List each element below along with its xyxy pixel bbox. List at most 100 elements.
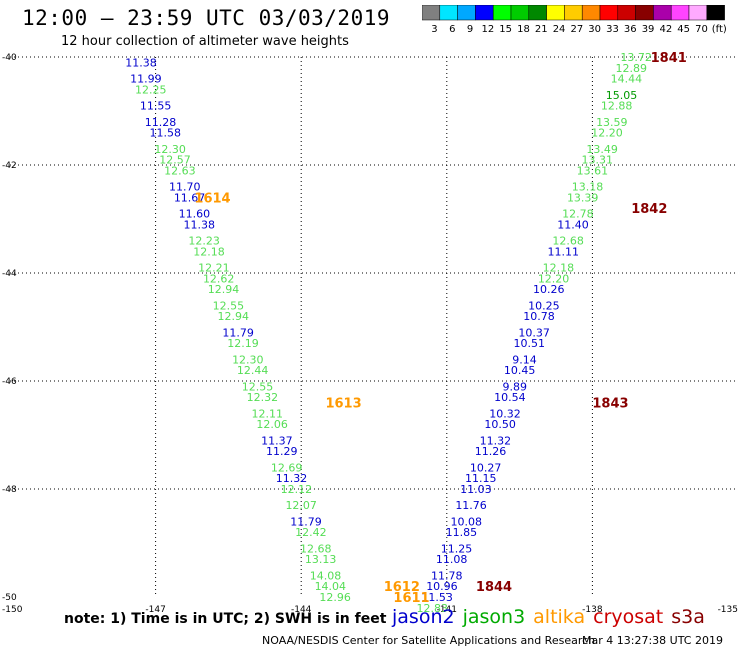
- wave-height-value: 12.55: [242, 380, 274, 393]
- y-tick-label: -40: [2, 53, 17, 63]
- wave-height-value: 11.79: [222, 326, 254, 339]
- colorbar-swatch: [706, 5, 725, 21]
- colorbar-label: 9: [467, 24, 473, 35]
- wave-height-value: 15.05: [606, 89, 638, 102]
- wave-height-value: 11.79: [290, 515, 322, 528]
- x-tick-label: -147: [145, 605, 165, 615]
- wave-height-value: 12.21: [198, 262, 230, 275]
- track-label: 1613: [325, 397, 361, 412]
- wave-height-value: 10.26: [533, 283, 565, 296]
- wave-height-value: 14.08: [310, 569, 342, 582]
- wave-height-value: 12.78: [562, 208, 594, 221]
- wave-height-value: 12.07: [285, 499, 317, 512]
- track-label: 1841: [651, 51, 687, 66]
- wave-height-value: 11.55: [140, 100, 172, 113]
- wave-height-value: 9.14: [512, 353, 537, 366]
- wave-height-value: 13.72: [620, 51, 652, 64]
- track-label: 1844: [476, 580, 512, 595]
- colorbar-label: 33: [606, 24, 619, 35]
- wave-height-value: 11.11: [548, 245, 580, 258]
- wave-height-value: 10.78: [523, 310, 555, 323]
- wave-height-value: 12.20: [591, 127, 623, 140]
- wave-height-value: 11.85: [446, 526, 478, 539]
- wave-height-value: 12.94: [218, 310, 250, 323]
- colorbar-label: 27: [570, 24, 583, 35]
- wave-height-value: 10.54: [494, 391, 526, 404]
- y-tick-label: -46: [2, 377, 17, 387]
- wave-height-value: 12.68: [552, 235, 584, 248]
- legend-entry-cryosat: cryosat: [593, 606, 664, 628]
- wave-height-value: 10.50: [484, 418, 516, 431]
- wave-height-value: 10.25: [528, 299, 560, 312]
- wave-height-value: 11.60: [179, 208, 211, 221]
- wave-height-value: 12.18: [193, 245, 225, 258]
- wave-height-value: 12.62: [203, 272, 235, 285]
- wave-height-value: 11.25: [441, 542, 473, 555]
- wave-height-value: 12.44: [237, 364, 269, 377]
- colorbar-label: 45: [677, 24, 690, 35]
- wave-height-value: 13.39: [567, 191, 599, 204]
- wave-height-value: 12.57: [159, 154, 191, 167]
- wave-height-value: 12.94: [208, 283, 240, 296]
- y-tick-label: -42: [2, 161, 17, 171]
- wave-height-value: 11.29: [266, 445, 298, 458]
- chart-subtitle: 12 hour collection of altimeter wave hei…: [61, 34, 349, 49]
- track-label: 1843: [592, 397, 628, 412]
- wave-height-value: 11.78: [431, 569, 463, 582]
- wave-height-value: 12.12: [281, 483, 313, 496]
- wave-height-value: 12.68: [300, 542, 332, 555]
- wave-height-value: 11.37: [261, 434, 293, 447]
- colorbar-label: (ft): [712, 24, 727, 35]
- x-tick-label: -138: [582, 605, 603, 615]
- wave-height-value: 11.76: [455, 499, 487, 512]
- wave-height-value: 12.11: [251, 407, 283, 420]
- wave-height-value: 11.08: [436, 553, 468, 566]
- wave-height-value: 12.23: [188, 235, 220, 248]
- wave-height-value: 12.55: [213, 299, 245, 312]
- colorbar-label: 18: [517, 24, 530, 35]
- wave-height-value: 12.88: [601, 100, 633, 113]
- wave-height-value: 10.45: [504, 364, 536, 377]
- satellite-legend: jason2 jason3 altika cryosat s3a: [392, 606, 713, 628]
- wave-height-value: 11.99: [130, 73, 162, 86]
- wave-height-value: 13.61: [577, 164, 609, 177]
- x-tick-label: -150: [2, 605, 23, 615]
- wave-height-value: 12.30: [154, 143, 186, 156]
- track-label: 1611: [393, 591, 429, 606]
- wave-height-value: 13.18: [572, 181, 604, 194]
- colorbar-label: 15: [499, 24, 512, 35]
- wave-height-value: 12.42: [295, 526, 327, 539]
- wave-height-value: 11.40: [557, 218, 589, 231]
- chart-title: 12:00 — 23:59 UTC 03/03/2019: [22, 6, 391, 30]
- legend-entry-s3a: s3a: [671, 606, 705, 628]
- wave-height-value: 12.30: [232, 353, 264, 366]
- colorbar-label: 42: [659, 24, 672, 35]
- colorbar-label: 3: [431, 24, 437, 35]
- footer-note: note: 1) Time is in UTC; 2) SWH is in fe…: [64, 611, 387, 627]
- wave-height-value: 11.70: [169, 181, 201, 194]
- wave-height-value: 13.49: [586, 143, 618, 156]
- wave-height-value: 12.19: [227, 337, 259, 350]
- x-tick-label: -135: [718, 605, 738, 615]
- legend-entry-jason3: jason3: [462, 606, 526, 628]
- color-scale-bar: 3 6 9 12 15 18 21 24 27 30 33 36 39 42 45 70 (ft): [422, 5, 727, 35]
- wave-height-value: 13.13: [305, 553, 337, 566]
- wave-height-value: 10.27: [470, 461, 502, 474]
- track-label: 1614: [194, 191, 230, 206]
- track-label: 1612: [384, 580, 420, 595]
- wave-height-value: 12.06: [256, 418, 288, 431]
- wave-height-value: 12.69: [271, 461, 303, 474]
- wave-height-value: 11.03: [460, 483, 492, 496]
- footer-timestamp: Mar 4 13:27:38 UTC 2019: [582, 634, 723, 647]
- wave-height-value: 11.32: [480, 434, 512, 447]
- wave-height-value: 14.44: [611, 73, 643, 86]
- wave-height-value: 10.96: [426, 580, 458, 593]
- colorbar-label: 24: [553, 24, 566, 35]
- colorbar-label: 6: [449, 24, 455, 35]
- wave-height-value: 13.59: [596, 116, 628, 129]
- wave-height-value: 9.89: [502, 380, 527, 393]
- x-tick-label: -144: [291, 605, 312, 615]
- colorbar-label: 36: [624, 24, 637, 35]
- wave-height-value: 11.58: [150, 127, 182, 140]
